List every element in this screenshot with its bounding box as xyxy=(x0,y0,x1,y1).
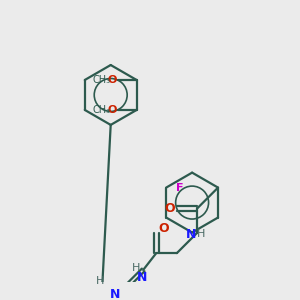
Text: N: N xyxy=(186,228,196,241)
Text: O: O xyxy=(158,222,169,235)
Text: H: H xyxy=(197,230,206,239)
Text: H: H xyxy=(131,263,140,273)
Text: O: O xyxy=(108,75,117,85)
Text: N: N xyxy=(137,271,147,284)
Text: CH₃: CH₃ xyxy=(92,75,110,85)
Text: CH₃: CH₃ xyxy=(92,105,110,115)
Text: F: F xyxy=(176,183,183,193)
Text: O: O xyxy=(164,202,175,215)
Text: N: N xyxy=(110,288,120,300)
Text: H: H xyxy=(96,276,104,286)
Text: O: O xyxy=(108,105,117,115)
